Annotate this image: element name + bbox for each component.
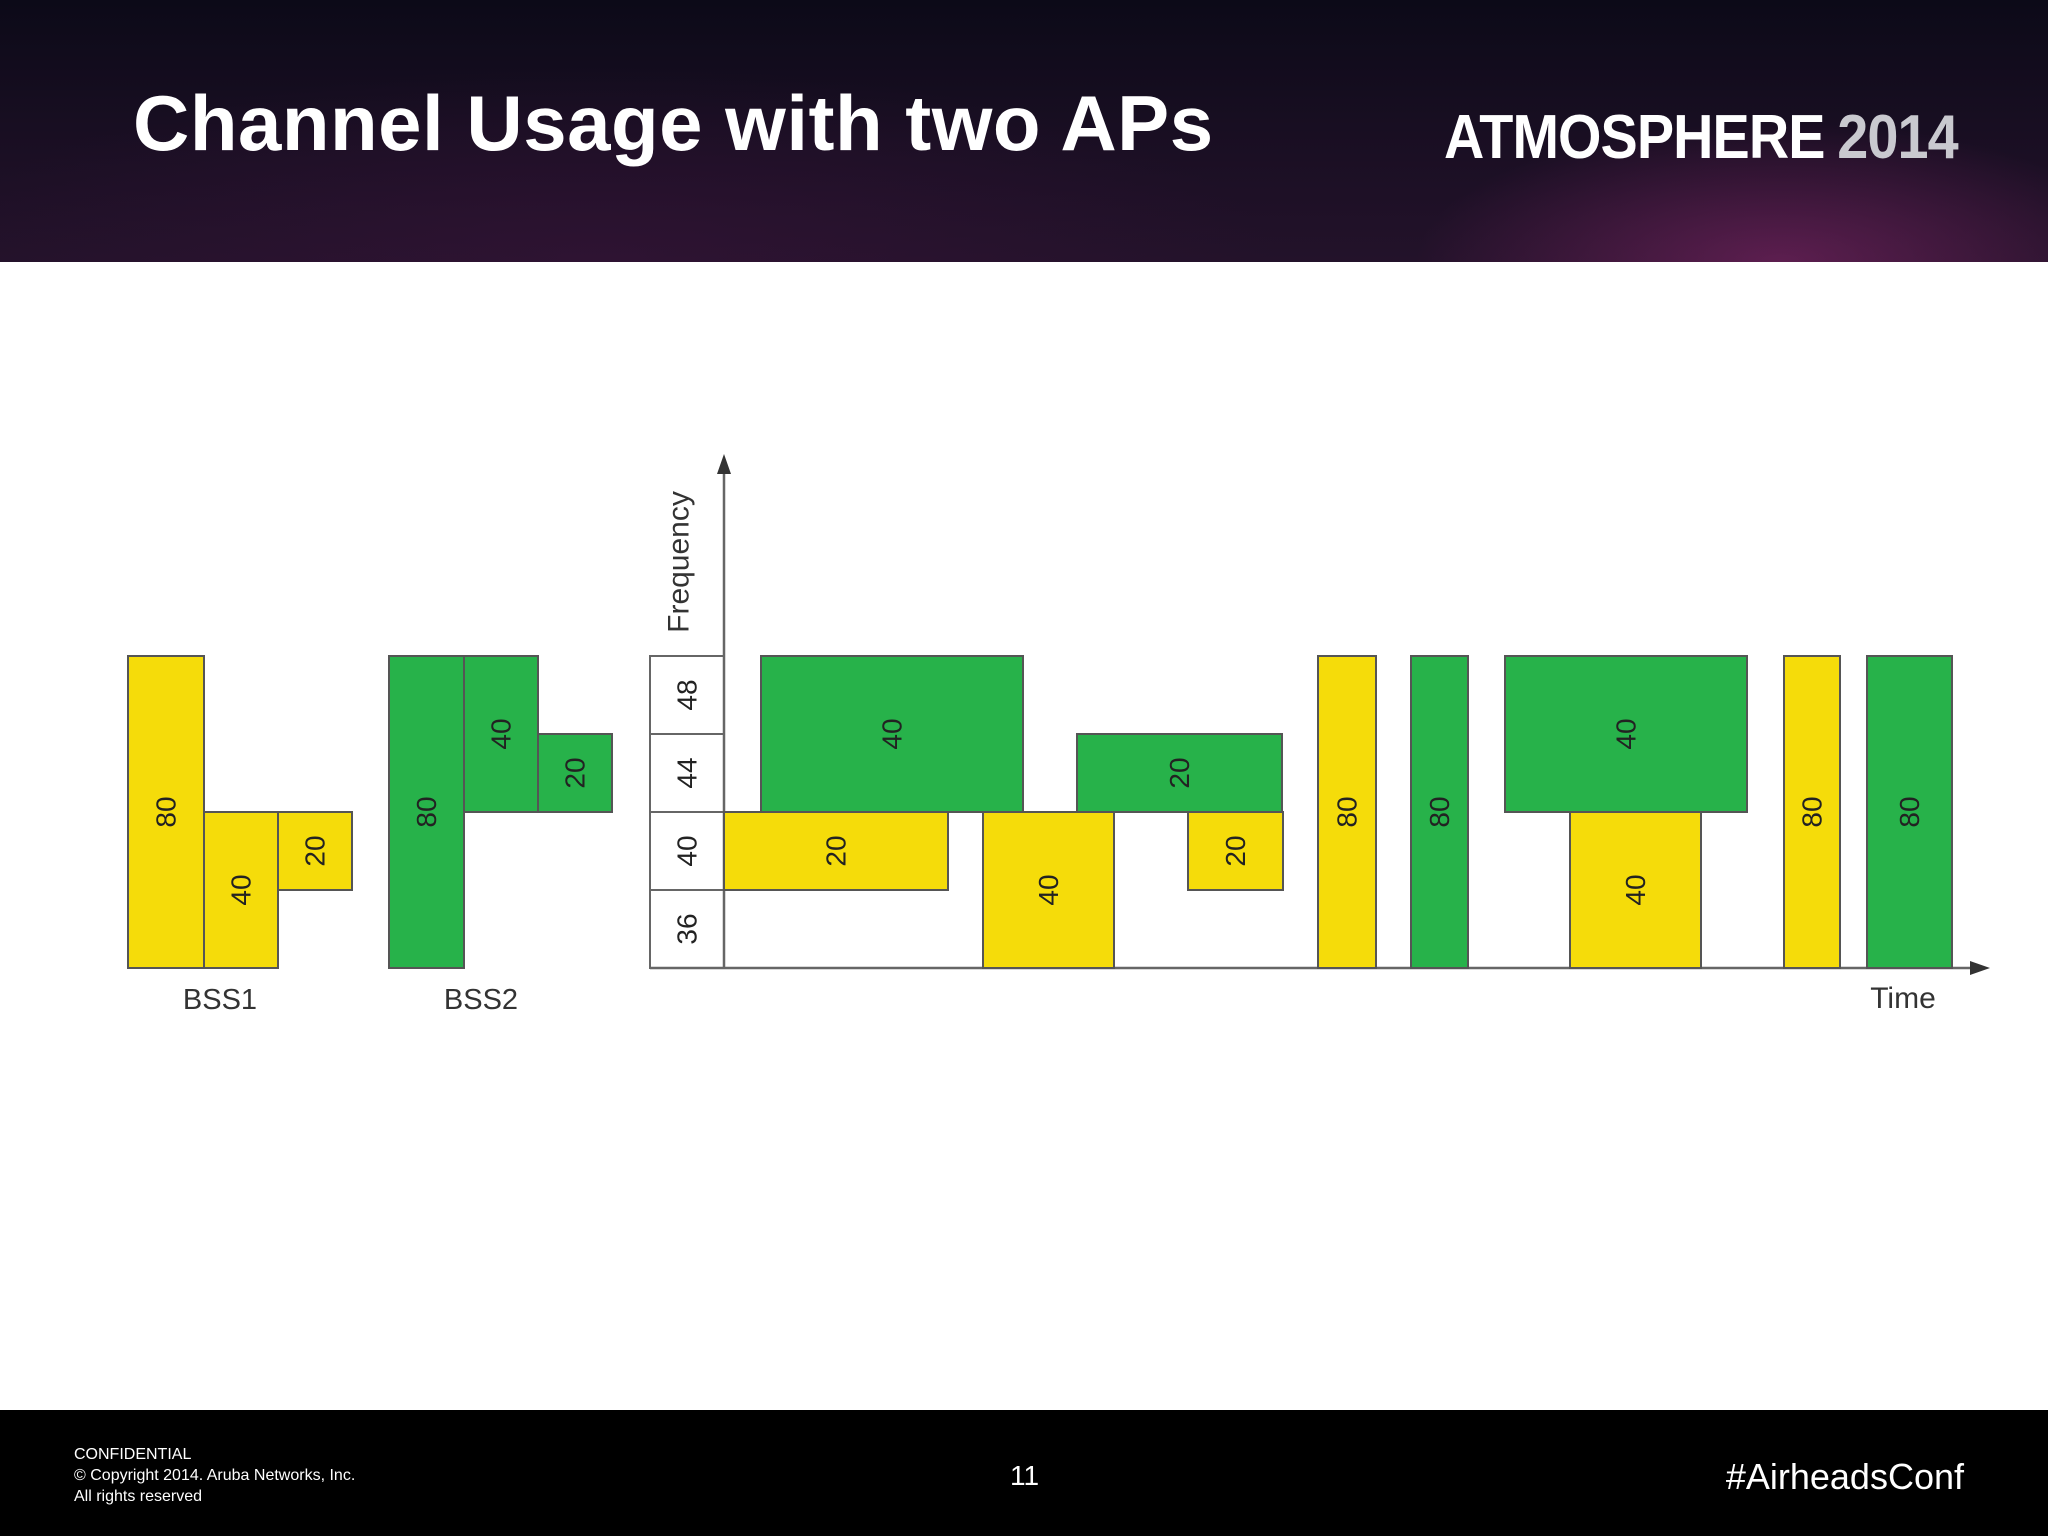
time-arrowhead	[1970, 961, 1990, 975]
copyright-text: © Copyright 2014. Aruba Networks, Inc.	[74, 1467, 356, 1484]
timeline-block-bss2-80-label: 80	[1894, 796, 1925, 827]
channel-label-44: 44	[672, 757, 703, 788]
brand-year: 2014	[1837, 103, 1958, 172]
channel-usage-diagram: 80 40 20 BSS1 80 40 20 BSS2 36 40 44 48 Frequency T…	[0, 262, 2048, 1410]
timeline-block-bss2-40-label: 40	[1611, 718, 1642, 749]
confidential-label: CONFIDENTIAL	[74, 1446, 192, 1463]
axis-group: 36 40 44 48 Frequency Time	[649, 454, 1990, 1015]
timeline-block-bss2-80	[1410, 655, 1469, 969]
timeline-block-bss1-40	[1569, 811, 1702, 969]
channel-label-48: 48	[672, 679, 703, 710]
frequency-axis-label: Frequency	[663, 491, 696, 633]
timeline-block-bss2-40-label: 40	[877, 718, 908, 749]
atmosphere-logo: ATMOSPHERE 2014	[1444, 102, 1959, 173]
conference-hashtag: #AirheadsConf	[1725, 1456, 1964, 1497]
timeline-block-bss1-80-label: 80	[1797, 796, 1828, 827]
slide-title: Channel Usage with two APs	[133, 79, 1214, 167]
timeline-block-bss1-40	[982, 811, 1115, 969]
timeline-block-bss2-40	[760, 655, 1024, 813]
bss2-label: BSS2	[444, 984, 518, 1016]
slide-header: Channel Usage with two APs ATMOSPHERE 201…	[0, 0, 2048, 262]
brand-word: ATMOSPHERE	[1444, 103, 1826, 172]
bss2-block-20	[537, 733, 613, 813]
timeline-block-bss1-40-label: 40	[1620, 874, 1651, 905]
legal-notice: CONFIDENTIAL © Copyright 2014. Aruba Net…	[74, 1444, 355, 1507]
timeline-block-bss1-20-label: 20	[821, 835, 852, 866]
timeline-block-bss2-20	[1076, 733, 1283, 813]
bss1-block-40	[203, 811, 279, 969]
rights-text: All rights reserved	[74, 1488, 203, 1505]
frequency-arrowhead	[717, 454, 731, 474]
slide-footer: CONFIDENTIAL © Copyright 2014. Aruba Net…	[0, 1410, 2048, 1536]
timeline-block-bss1-20-label: 20	[1220, 835, 1251, 866]
bss1-label: BSS1	[183, 984, 257, 1016]
timeline-block-bss2-80	[1866, 655, 1953, 969]
channel-label-40: 40	[672, 835, 703, 866]
bss1-block-40-label: 40	[226, 874, 257, 905]
page-number: 11	[1010, 1460, 1040, 1491]
bss1-group: 80 40 20 BSS1	[127, 655, 353, 1016]
time-axis-label: Time	[1870, 982, 1936, 1015]
bss2-block-80-label: 80	[411, 796, 442, 827]
timeline-block-bss2-80-label: 80	[1424, 796, 1455, 827]
bss1-block-80	[127, 655, 205, 969]
bss1-block-20	[277, 811, 353, 891]
timeline-block-bss1-80-label: 80	[1332, 796, 1363, 827]
timeline-group: 20 40 40 20 20 80 80 40 40 80 80	[723, 655, 1953, 969]
channel-label-36: 36	[672, 913, 703, 944]
bss2-group: 80 40 20 BSS2	[388, 655, 613, 1016]
timeline-block-bss2-40	[1504, 655, 1748, 813]
bss1-block-20-label: 20	[300, 835, 331, 866]
timeline-block-bss1-20	[723, 811, 949, 891]
timeline-block-bss1-80	[1317, 655, 1377, 969]
timeline-block-bss2-20-label: 20	[1164, 757, 1195, 788]
timeline-block-bss1-80	[1783, 655, 1841, 969]
diagram-canvas: 80 40 20 BSS1 80 40 20 BSS2 36 40 44 48 Frequency T…	[127, 454, 1990, 1016]
bss1-block-80-label: 80	[151, 796, 182, 827]
bss2-block-40	[463, 655, 539, 813]
bss2-block-40-label: 40	[486, 718, 517, 749]
timeline-block-bss1-40-label: 40	[1033, 874, 1064, 905]
timeline-block-bss1-20	[1187, 811, 1284, 891]
bss2-block-20-label: 20	[560, 757, 591, 788]
